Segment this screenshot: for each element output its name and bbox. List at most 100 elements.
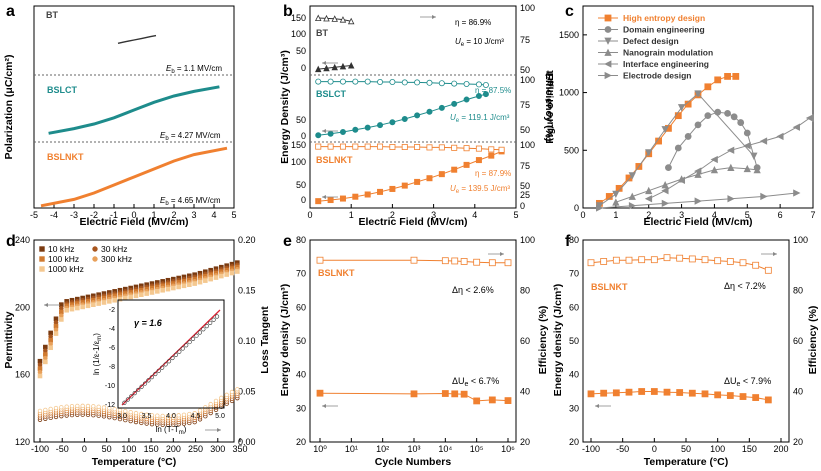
y-tick-label: 240 [15, 235, 30, 245]
ue-point [401, 116, 408, 123]
eta-point [451, 257, 459, 265]
panel-e-frame [309, 239, 517, 443]
y2-tick-label: 40 [793, 387, 803, 397]
eta-point [339, 16, 347, 23]
ue-point [401, 182, 408, 189]
axis-arrow-head [322, 61, 326, 65]
ue-point [426, 108, 433, 115]
panel-c-ticks: 0 1 2 3 4 5 6 7 0 500 1000 1500 [559, 30, 816, 220]
y2-tick-label: 0.00 [238, 437, 256, 447]
inset-point [170, 355, 175, 361]
ue-point [377, 188, 384, 195]
inset-xlabel: ln (T-Tm) [156, 425, 187, 436]
ue-point [315, 198, 322, 205]
inset-point [132, 391, 137, 396]
inset-point [156, 368, 161, 373]
fom-point [677, 176, 685, 184]
panel-b-frame [309, 5, 517, 209]
legend-marker [604, 14, 612, 22]
perm-point [53, 327, 59, 333]
fom-point [710, 155, 718, 164]
x-tick-label: 5 [231, 210, 236, 220]
loss-point [155, 413, 160, 418]
legend-marker [39, 246, 45, 252]
fom-point [661, 187, 669, 195]
legend-label: 10 kHz [48, 244, 74, 254]
perm-point [69, 306, 75, 312]
ue-point [482, 91, 489, 98]
fom-point [677, 104, 686, 112]
eta-point [352, 143, 359, 150]
ue-point [339, 62, 347, 70]
panel-e-ylabel: Energy density (J/cm³) [279, 284, 291, 397]
panel-e-title: BSLNKT [318, 268, 355, 278]
panel-b-group-bslct: BSLCT [316, 89, 346, 99]
perm-point [96, 301, 101, 306]
panel-b-ue-bslct: Ue = 119.1 J/cm³ [450, 113, 510, 124]
eta-point [377, 143, 384, 150]
fom-point [694, 121, 702, 129]
x-tick-label: 0 [131, 210, 136, 220]
inset-point [136, 387, 141, 393]
legend-label: 30 kHz [101, 244, 127, 254]
ue-point [441, 390, 449, 397]
eta-point [389, 143, 396, 150]
x-tick-label: 1 [349, 210, 354, 220]
perm-point [197, 279, 203, 285]
x-tick-label: 7 [810, 210, 815, 220]
legend-marker [39, 266, 45, 272]
perm-point [53, 316, 59, 322]
fom-point [743, 129, 751, 137]
x-tick-label: 50 [102, 444, 112, 454]
loss-point [64, 404, 69, 409]
panel-a-eb-bt: Eb = 1.1 MV/cm [166, 64, 222, 75]
panel-a-eb-bslct: Eb = 4.27 MV/cm [160, 131, 221, 142]
panel-a-series-bslnkt: BSLNKT [47, 152, 84, 162]
y2-tick-label: 25 [520, 190, 530, 200]
ue-point [463, 161, 470, 168]
panel-d-xlabel: Temperature (°C) [92, 456, 177, 468]
x-tick-label: 100 [710, 444, 725, 454]
panel-e-note2: ΔUe < 6.7% [452, 376, 499, 388]
axis-arrow-head [44, 303, 48, 307]
pe-loop-bt [117, 34, 157, 44]
fom-point [694, 167, 702, 175]
fom-point [704, 112, 712, 120]
x-tick-label: -5 [30, 210, 38, 220]
legend-marker [604, 48, 612, 56]
loss-point [59, 405, 64, 410]
ue-point [364, 191, 371, 198]
y-tick-label: 120 [15, 437, 30, 447]
panel-letter-a: a [6, 3, 15, 20]
y2-tick-label: 0.15 [238, 286, 256, 296]
fom-point [704, 83, 712, 91]
panel-c-legend: High entropy design Domain engineeringDef… [598, 13, 713, 81]
perm-point [37, 358, 43, 364]
legend-label: Defect design [623, 36, 679, 46]
legend-label: Interface engineering [623, 59, 709, 69]
inset-point [149, 375, 154, 380]
x-tick-label: 2 [171, 210, 176, 220]
inset-ticks: 3.0 3.5 4.0 4.5 5.0 -12 -10 -8 -6 -4 -2 [105, 307, 225, 420]
inset-point [160, 365, 165, 370]
panel-b-ue-bt: Ue = 10 J/cm³ [455, 37, 504, 48]
loss-point [235, 387, 240, 392]
loss-point [176, 413, 181, 418]
panel-a-series-bslct: BSLCT [47, 85, 77, 95]
panel-d-y2label: Loss Tangent [259, 306, 271, 374]
eta-point [426, 79, 433, 86]
eta-point [316, 256, 324, 264]
fom-point [596, 204, 604, 212]
fom-point [710, 166, 719, 174]
inset-point [201, 327, 206, 332]
x-tick-label: 10⁰ [313, 444, 327, 454]
y2-tick-label: 75 [520, 100, 530, 110]
y2-tick-label: 100 [520, 75, 535, 85]
x-tick-label: 3 [679, 210, 684, 220]
fom-point [726, 146, 735, 154]
fom-point [661, 199, 670, 208]
eta-point [739, 259, 747, 267]
panel-letter-d: d [6, 233, 16, 250]
eta-point [339, 143, 346, 150]
y2-tick-label: 20 [793, 437, 803, 447]
